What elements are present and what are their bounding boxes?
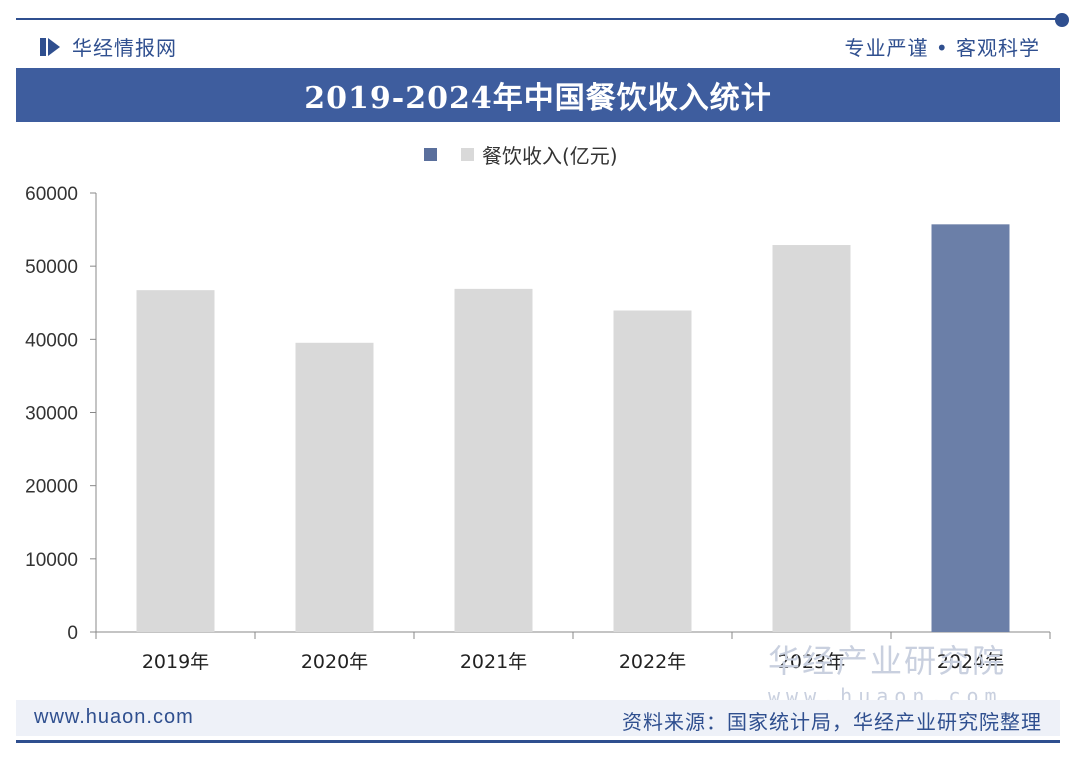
x-tick-label: 2024年 bbox=[937, 651, 1004, 673]
legend-label: 餐饮收入(亿元) bbox=[482, 144, 618, 168]
bar-2021年 bbox=[454, 288, 533, 632]
slogan: 专业严谨 • 客观科学 bbox=[844, 36, 1040, 60]
title-bar: 2019-2024年中国餐饮收入统计 bbox=[16, 68, 1060, 122]
x-tick-label: 2023年 bbox=[778, 651, 845, 673]
legend: 餐饮收入(亿元) bbox=[424, 140, 618, 169]
logo: 华经情报网 bbox=[38, 32, 177, 61]
y-tick-label: 50000 bbox=[25, 257, 78, 278]
logo-text: 华经情报网 bbox=[72, 36, 177, 60]
footer: www.huaon.com 资料来源：国家统计局，华经产业研究院整理 bbox=[16, 700, 1060, 736]
bars bbox=[136, 224, 1010, 633]
bottom-border-line bbox=[16, 740, 1060, 743]
bar-2023年 bbox=[772, 245, 851, 633]
x-tick-label: 2020年 bbox=[301, 651, 368, 673]
footer-source: 资料来源：国家统计局，华经产业研究院整理 bbox=[622, 710, 1042, 734]
legend-swatch-secondary bbox=[461, 148, 474, 161]
x-tick-label: 2021年 bbox=[460, 651, 527, 673]
top-border-line bbox=[16, 18, 1060, 20]
bar-2019年 bbox=[136, 290, 215, 632]
corner-dot-icon bbox=[1054, 12, 1070, 32]
footer-website: www.huaon.com bbox=[34, 706, 194, 728]
y-axis: 0 10000 20000 30000 40000 50000 60000 bbox=[25, 184, 97, 644]
chart-title: 2019-2024年中国餐饮收入统计 bbox=[304, 81, 772, 116]
bar-2024年 bbox=[931, 224, 1010, 633]
x-axis: 2019年 2020年 2021年 2022年 2023年 2024年 bbox=[95, 631, 1051, 673]
huajing-logo-icon bbox=[40, 37, 60, 56]
x-tick-label: 2022年 bbox=[619, 651, 686, 673]
y-tick-label: 0 bbox=[67, 623, 78, 644]
y-tick-label: 30000 bbox=[25, 404, 78, 425]
y-tick-label: 60000 bbox=[25, 184, 78, 205]
y-tick-label: 20000 bbox=[25, 477, 78, 498]
bar-2020年 bbox=[295, 342, 374, 632]
header: 华经情报网 专业严谨 • 客观科学 bbox=[16, 13, 1069, 66]
y-tick-label: 10000 bbox=[25, 550, 78, 571]
bar-2022年 bbox=[613, 310, 692, 632]
x-tick-label: 2019年 bbox=[142, 651, 209, 673]
legend-swatch-primary bbox=[424, 148, 437, 161]
bar-chart: 0 10000 20000 30000 40000 50000 60000 2019年 202… bbox=[25, 184, 1051, 673]
y-tick-label: 40000 bbox=[25, 330, 78, 351]
